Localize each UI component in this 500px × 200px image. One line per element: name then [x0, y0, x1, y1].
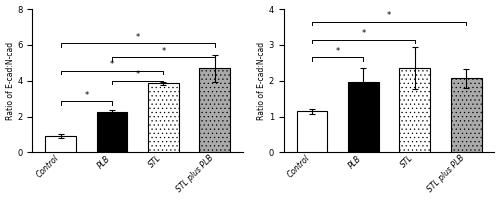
- Bar: [400, 68, 430, 152]
- Bar: [451, 78, 482, 152]
- Bar: [200, 68, 230, 152]
- Bar: [148, 83, 179, 152]
- Text: *: *: [387, 11, 392, 20]
- Y-axis label: Ratio of E-cad:N-cad: Ratio of E-cad:N-cad: [6, 42, 15, 120]
- Bar: [46, 136, 76, 152]
- Text: *: *: [336, 47, 340, 56]
- Y-axis label: Ratio of E-cad:N-cad: Ratio of E-cad:N-cad: [257, 42, 266, 120]
- Text: *: *: [84, 91, 88, 100]
- Text: *: *: [110, 60, 114, 69]
- Bar: [96, 112, 128, 152]
- Text: *: *: [136, 70, 140, 79]
- Text: *: *: [162, 47, 166, 56]
- Bar: [296, 111, 328, 152]
- Text: *: *: [362, 29, 366, 38]
- Bar: [348, 82, 379, 152]
- Text: *: *: [136, 33, 140, 42]
